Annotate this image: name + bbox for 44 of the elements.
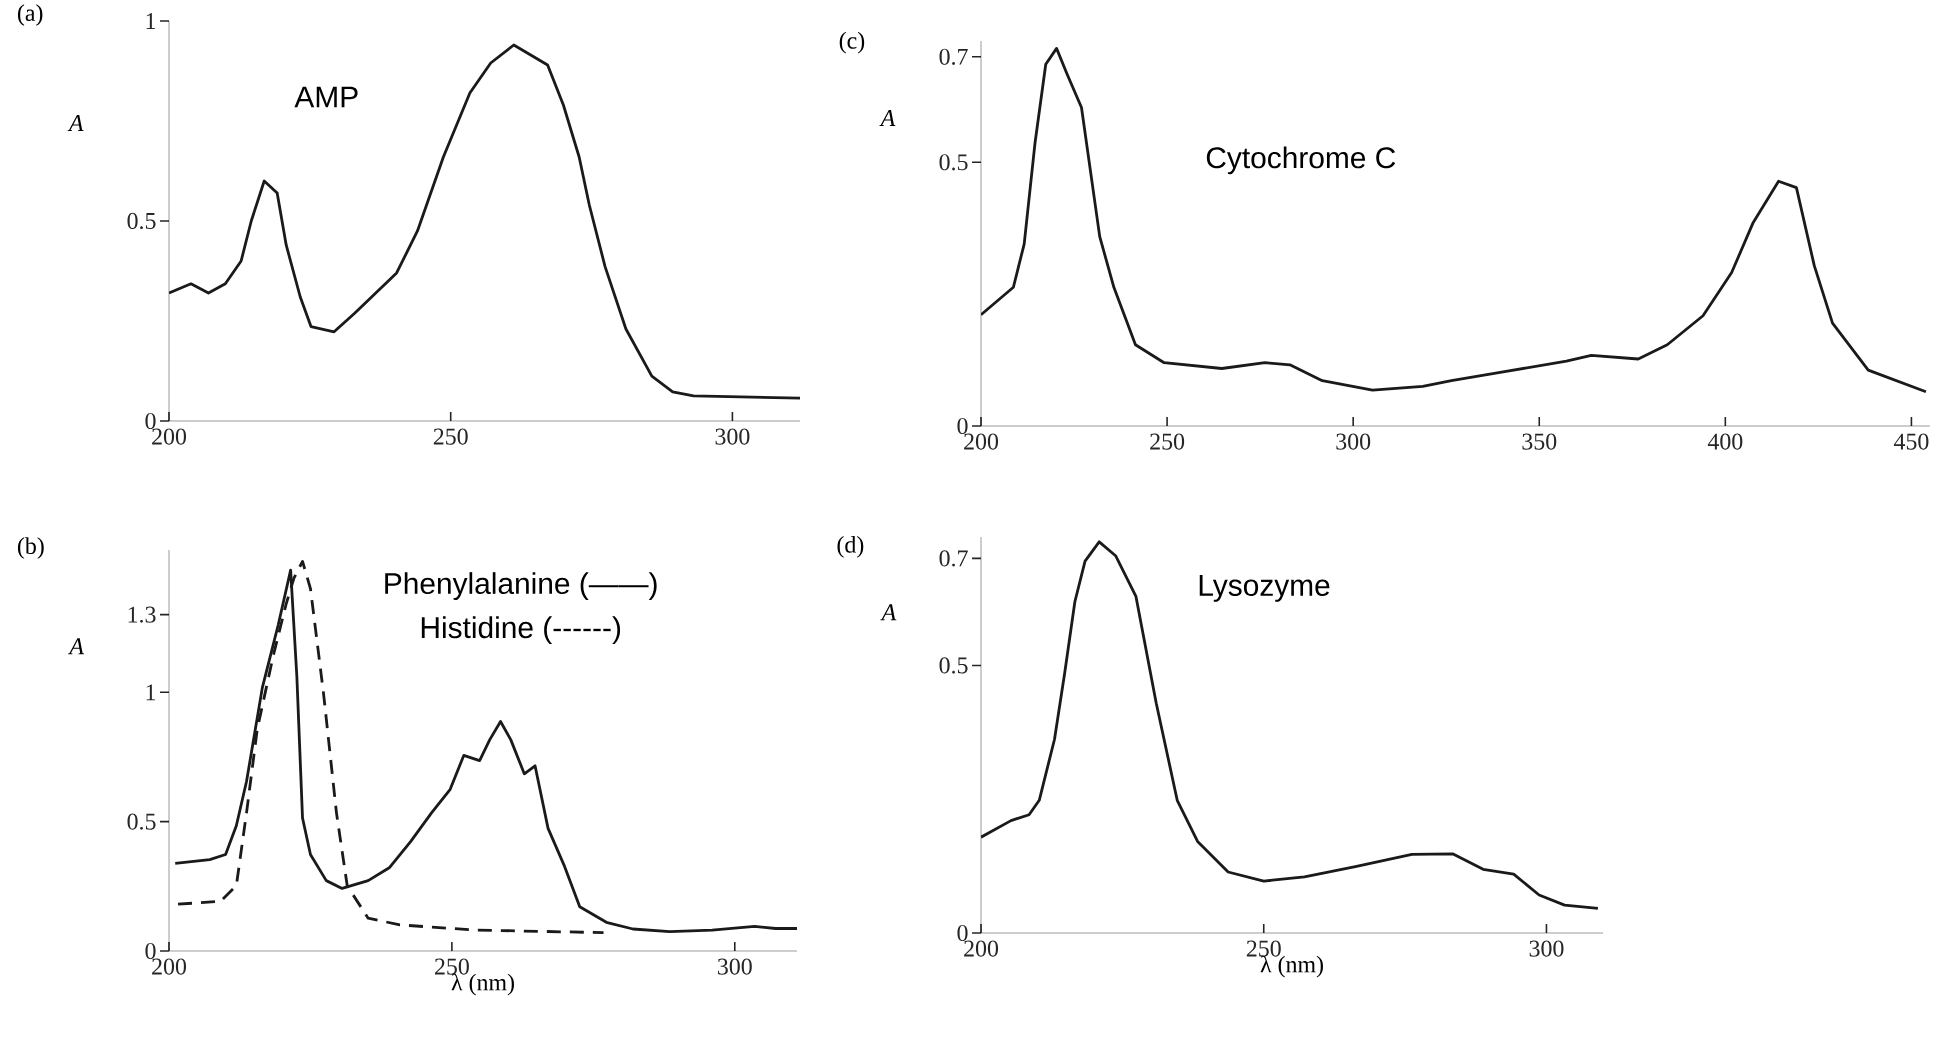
annotation: Histidine (------) [421, 616, 621, 645]
x-tick-label: 350 [1522, 433, 1557, 450]
x-tick-label: 200 [152, 428, 187, 445]
y-axis-title: A [880, 604, 897, 621]
x-tick-label: 300 [717, 958, 752, 975]
x-tick-label: 300 [1529, 940, 1564, 957]
y-tick-label: 1 [146, 684, 156, 701]
annotation: Phenylalanine (——) [385, 572, 657, 601]
chart-title: (a) [17, 4, 43, 26]
y-tick-label: 0.7 [939, 550, 968, 567]
x-tick-label: 250 [1150, 433, 1185, 450]
annotation: AMP [294, 86, 358, 108]
y-tick-label: 0.5 [127, 212, 156, 230]
line-series [981, 46, 1928, 394]
y-axis-title: A [879, 110, 896, 126]
x-tick-label: 200 [152, 958, 187, 975]
x-tick-label: 300 [1336, 433, 1371, 450]
x-tick-label: 450 [1893, 433, 1929, 450]
y-tick-label: 0.7 [939, 48, 968, 65]
x-tick-label: 250 [435, 958, 469, 975]
x-tick-label: 250 [1246, 940, 1281, 957]
line-series [981, 540, 1600, 910]
y-axis-title: A [67, 115, 84, 131]
x-tick-label: 300 [715, 428, 750, 445]
y-tick-label: 0.5 [939, 154, 968, 171]
y-tick-label: 0 [957, 417, 968, 435]
x-tick-label: 400 [1707, 433, 1743, 450]
y-tick-label: 0 [957, 924, 968, 942]
y-tick-label: 1.3 [128, 606, 156, 623]
y-tick-label: 1 [146, 13, 156, 29]
x-tick-label: 200 [964, 433, 999, 450]
y-tick-label: 0.5 [939, 657, 968, 674]
chart-title: (c) [839, 31, 865, 54]
line-series [169, 43, 801, 400]
x-tick-label: 250 [433, 428, 468, 445]
chart-title: (b) [17, 537, 44, 559]
y-tick-label: 0 [145, 942, 156, 960]
annotation: Cytochrome C [1206, 146, 1396, 175]
y-axis-title: A [68, 638, 85, 655]
annotation: Lysozyme [1199, 575, 1330, 602]
x-tick-label: 200 [964, 940, 999, 957]
y-tick-label: 0 [145, 412, 156, 430]
chart-title: (d) [837, 536, 864, 558]
y-tick-label: 0.5 [127, 813, 156, 830]
